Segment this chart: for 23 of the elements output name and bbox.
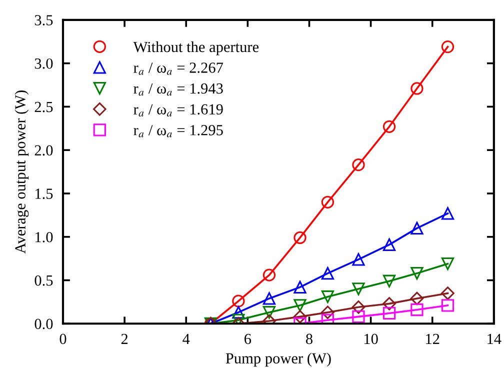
y-tick-label: 1.5	[36, 188, 53, 199]
x-tick-label: 10	[364, 334, 378, 344]
legend-label: r$_{a}$ / ω$_{a}$ = 1.943	[134, 83, 223, 96]
y-tick-label: 2.5	[34, 102, 53, 112]
y-tick-label: 3.5	[34, 15, 53, 26]
x-tick-label: 0	[60, 334, 66, 344]
x-axis-title: Pump power (W)	[226, 352, 331, 367]
y-tick-label: 0.0	[34, 318, 53, 330]
x-tick-label: 14	[488, 334, 502, 344]
x-tick-label: 6	[244, 334, 252, 344]
y-axis-title: Average output power (W)	[14, 90, 29, 254]
legend-label: r$_{a}$ / ω$_{a}$ = 1.619	[134, 104, 223, 116]
x-tick-label: 2	[121, 334, 128, 344]
y-tick-label: 0.5	[34, 275, 53, 286]
x-tick-label: 8	[306, 334, 312, 344]
y-tick-label: 2.0	[34, 145, 53, 156]
legend-label: r$_{a}$ / ω$_{a}$ = 1.295	[134, 125, 223, 138]
legend-label: r$_{a}$ / ω$_{a}$ = 2.267	[134, 62, 224, 75]
x-tick-label: 12	[426, 334, 440, 344]
x-tick-label: 4	[182, 334, 190, 344]
y-tick-label: 1.0	[36, 232, 53, 242]
y-tick-label: 3.0	[34, 58, 53, 69]
legend-label: Without the aperture	[133, 41, 259, 56]
